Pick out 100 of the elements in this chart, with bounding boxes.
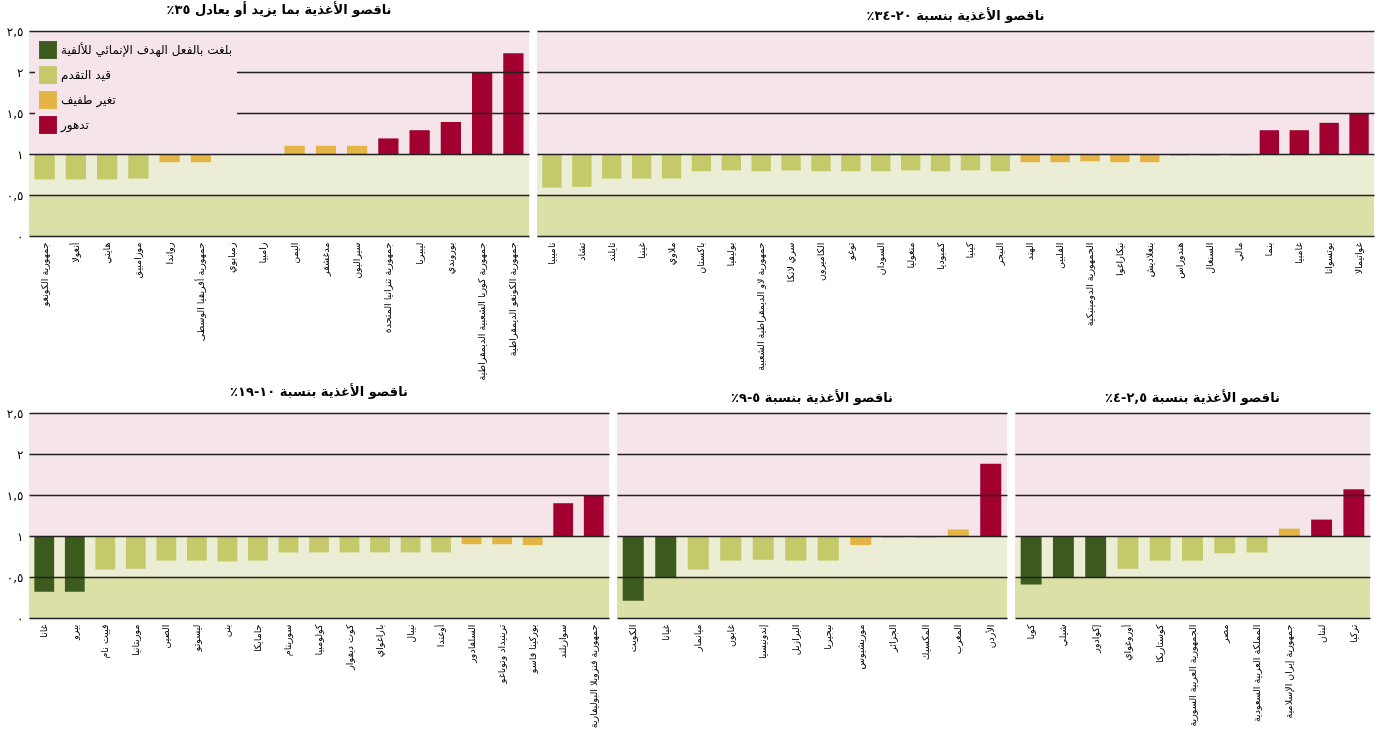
legend-label: بلغت بالفعل الهدف الإنمائي للألفية: [61, 42, 233, 57]
x-tick-label: كولومبيا: [313, 624, 324, 656]
x-tick-label: ميانمار: [692, 624, 704, 652]
x-tick-label: جامايكا: [251, 624, 263, 653]
x-tick-label: شيلي: [1057, 624, 1069, 647]
x-tick-label: زمبابوي: [226, 242, 238, 273]
x-tick-label: جمهورية فنزويلا البوليفارية: [587, 624, 599, 729]
chart-title: ناقصو الأغذية بنسبة ١٠-١٩٪: [230, 383, 408, 399]
x-tick-label: موريتانيا: [129, 624, 141, 656]
x-tick-label: مدغشقر: [319, 242, 331, 278]
x-tick-label: أوروغواي: [1120, 624, 1133, 661]
x-tick-label: هايتي: [101, 242, 113, 264]
chart-title: ناقصو الأغذية بنسبة ٢,٥-٤٪: [1105, 389, 1280, 405]
x-tick-label: الصين: [160, 624, 172, 649]
x-tick-label: مالي: [1233, 242, 1245, 262]
x-tick-label: الأردن: [984, 624, 996, 649]
x-tick-label: إندونيسيا: [757, 624, 770, 660]
x-tick-label: ملاوي: [665, 242, 677, 266]
x-tick-label: الكاميرون: [814, 242, 826, 281]
x-tick-label: جمهورية إيران الإسلامية: [1283, 624, 1296, 719]
x-tick-label: ليبيريا: [413, 242, 425, 265]
y-tick-label: ٠,٥: [6, 570, 24, 585]
chart-title: ناقصو الأغذية بما يزيد أو يعادل ٣٥٪: [166, 1, 392, 17]
x-tick-label: تايلند: [605, 242, 617, 262]
x-tick-label: السنغال: [1203, 242, 1215, 274]
y-tick-label: ٢,٥: [6, 406, 24, 421]
chart-title: ناقصو الأغذية بنسبة ٥-٩٪: [731, 389, 893, 405]
legend-label: قيد التقدم: [61, 68, 111, 82]
x-tick-label: كوت ديفوار: [343, 624, 355, 671]
x-tick-label: جمهورية تنزانيا المتحدة: [382, 242, 394, 334]
x-tick-label: جمهورية كوريا الشعبية الديمقراطية: [476, 242, 488, 381]
x-tick-label: جمهورية لاو الديمقراطية الشعبية: [755, 242, 767, 371]
x-tick-label: تركيا: [1347, 624, 1359, 643]
x-tick-label: سيراليون: [351, 242, 363, 279]
x-tick-label: غابون: [724, 624, 736, 647]
x-tick-label: بوتسوانا: [1323, 242, 1335, 275]
x-tick-label: جمهورية الكونغو: [38, 242, 50, 308]
x-tick-label: تشاد: [575, 242, 587, 261]
x-tick-label: الجمهورية العربية السورية: [1186, 624, 1198, 727]
y-tick-label: ٠,٥: [6, 188, 24, 203]
chart-title: ناقصو الأغذية بنسبة ٢٠-٣٤٪: [866, 7, 1045, 23]
legend-label: تغير طفيف: [61, 93, 116, 108]
x-tick-label: بنما: [1263, 242, 1275, 257]
x-tick-label: بنن: [221, 624, 233, 638]
x-tick-label: المكسيك: [919, 624, 931, 661]
x-tick-label: المملكة العربية السعودية: [1251, 624, 1263, 722]
x-tick-label: منغوليا: [904, 242, 916, 269]
x-tick-label: بوروندي: [444, 242, 456, 275]
y-tick-label: ١: [17, 529, 24, 544]
x-tick-label: زامبيا: [257, 242, 269, 264]
x-tick-label: بيرو: [68, 624, 80, 641]
x-tick-label: أوغندا: [434, 624, 447, 648]
y-tick-label: ٠: [17, 229, 24, 244]
x-tick-label: إكوادور: [1089, 624, 1102, 654]
x-tick-label: الكويت: [627, 624, 639, 653]
x-tick-label: غينيا: [635, 242, 647, 259]
x-tick-label: لبنان: [1315, 624, 1327, 643]
y-tick-label: ٠: [17, 611, 24, 626]
x-tick-label: اليمن: [288, 242, 300, 264]
x-tick-label: الجمهورية الدومينيكية: [1084, 242, 1096, 327]
y-tick-label: ١: [17, 147, 24, 162]
x-tick-label: المغرب: [952, 624, 964, 655]
x-tick-label: ترينيداد وتوباغو: [496, 624, 508, 685]
x-tick-label: بوركينا فاسو: [526, 624, 538, 675]
x-tick-label: فييت نام: [99, 624, 111, 659]
x-tick-label: الهند: [1024, 242, 1036, 261]
legend-label: تدهور: [60, 118, 89, 133]
x-tick-label: كينيا: [964, 242, 976, 259]
y-tick-label: ٢: [17, 447, 24, 462]
x-tick-label: غواتيمالا: [1353, 242, 1365, 275]
x-tick-label: سري لانكا: [785, 242, 797, 283]
x-tick-label: بنغلاديش: [1143, 242, 1155, 278]
x-tick-label: نيبال: [404, 624, 416, 643]
x-tick-label: مصر: [1218, 624, 1230, 645]
y-tick-label: ١,٥: [6, 106, 24, 121]
x-tick-label: ليسوتو: [190, 624, 202, 653]
x-tick-label: غيانا: [659, 624, 671, 641]
x-tick-label: كوبا: [1025, 624, 1037, 640]
x-tick-label: باكستان: [695, 242, 707, 274]
x-tick-label: توغو: [844, 242, 856, 261]
x-tick-label: غامبيا: [1293, 242, 1305, 265]
x-tick-label: كمبوديا: [934, 242, 946, 271]
x-tick-label: رواندا: [163, 242, 175, 265]
y-tick-label: ١,٥: [6, 488, 24, 503]
x-tick-label: موزامبيق: [132, 242, 144, 279]
x-tick-label: هندوراس: [1173, 242, 1185, 279]
x-tick-label: موريشيوس: [854, 624, 866, 670]
x-tick-label: السودان: [874, 242, 886, 276]
x-tick-label: جمهورية الكونغو الديمقراطية: [507, 242, 519, 357]
x-tick-label: البرازيل: [789, 624, 801, 656]
x-tick-label: سورينام: [282, 624, 294, 657]
x-tick-label: نيكاراغوا: [1113, 242, 1125, 276]
x-tick-label: النيجر: [994, 242, 1006, 267]
x-tick-label: الفلبين: [1054, 242, 1066, 269]
y-tick-label: ٢: [17, 65, 24, 80]
y-tick-label: ٢,٥: [6, 24, 24, 39]
x-tick-label: سوازيلند: [557, 624, 569, 659]
x-tick-label: كوستاريكا: [1154, 624, 1166, 664]
x-tick-label: جمهورية أفريقيا الوسطى: [193, 242, 206, 342]
x-tick-label: غانا: [38, 624, 50, 638]
